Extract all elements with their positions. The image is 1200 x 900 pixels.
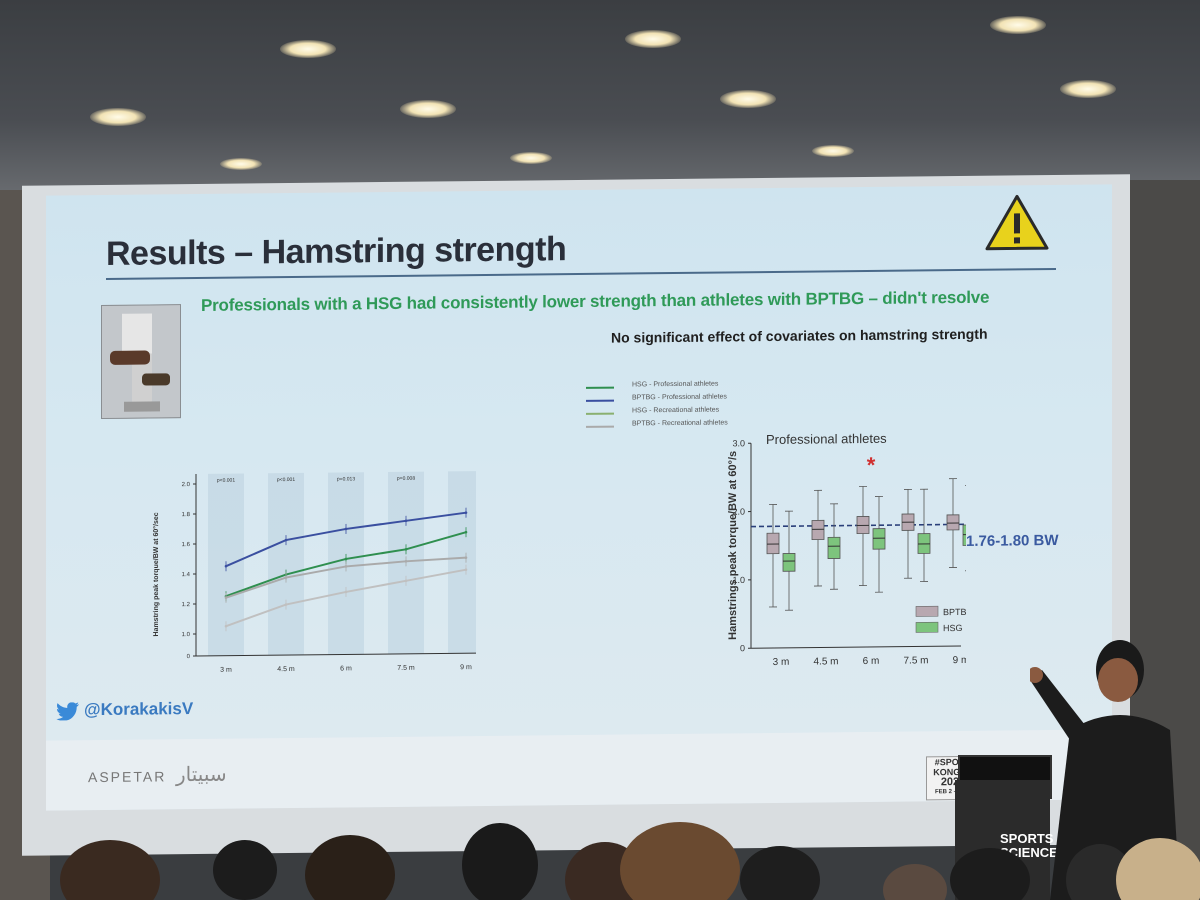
box [946,514,960,531]
p-value-label: p=0.008 [397,476,415,482]
slide-subtitle: Professionals with a HSG had consistentl… [201,287,990,315]
data-point [224,564,228,568]
y-tick-label: 0 [740,643,745,653]
data-point [344,565,348,568]
audience-silhouettes [60,822,1200,900]
x-tick-label: 9 m [953,655,966,666]
legend-label: HSG [943,623,963,633]
ceiling-lamp [1060,80,1116,98]
ceiling-lamp [990,16,1046,34]
y-axis-label: Hamstring peak torque/BW at 60°/sec [152,512,160,636]
ceiling-lamp [400,100,456,118]
ceiling-lamp [90,108,146,126]
legend-label: BPTBG - Professional athletes [632,393,727,402]
line-chart: 0 1.0 1.2 1.4 1.6 1.8 2.0 Hamstring peak torque… [152,470,476,674]
data-point [344,590,348,594]
x-tick-label: 7.5 m [397,665,415,672]
y-tick-label: 1.4 [182,572,191,578]
data-point [344,527,348,531]
x-tick-label: 6 m [340,665,352,672]
p-value-label: p=0.013 [337,476,355,482]
data-point [464,556,468,559]
legend-swatch [915,605,939,617]
y-tick-label: 1.8 [182,512,191,518]
timepoint-band [268,472,304,656]
ceiling-lamp [812,145,854,157]
aspetar-logo-arabic: سبيتار [176,763,227,787]
y-tick-label: 1.6 [182,542,191,548]
y-tick-label: 1.0 [732,575,745,585]
box [782,553,796,572]
ceiling [0,0,1200,200]
significance-asterisk: * [867,452,876,477]
data-point [464,568,468,571]
legend-label: BPTBG [943,607,966,617]
data-point [404,560,408,563]
twitter-handle-text: @KorakakisV [84,699,194,720]
y-tick-label: 1.0 [182,632,191,638]
data-point [464,530,468,534]
box [827,536,841,559]
data-point [224,624,228,628]
x-tick-label: 6 m [863,656,880,667]
data-point [284,576,288,579]
box [872,528,886,550]
data-point [344,557,348,561]
warning-triangle-icon [985,194,1049,251]
isokinetic-machine-image [101,304,181,420]
legend-swatch [586,386,614,389]
ceiling-lamp [510,152,552,164]
data-point [284,603,288,606]
ceiling-lamp [220,158,262,170]
box-plot-chart: 0 1.0 2.0 3.0 Hamstrings peak torque/BW at 6… [727,438,966,668]
y-axis-label: Hamstrings peak torque/BW at 60°/s [727,451,739,640]
ceiling-lamp [280,40,336,58]
ceiling-lamp [720,90,776,108]
x-axis [196,652,476,657]
data-point [284,538,288,542]
podium-text: SPORTS SCIENCES [1000,832,1066,860]
twitter-bird-icon [56,701,79,720]
legend-label: HSG - Professional athletes [632,380,719,389]
p-value-label: p<0.001 [277,477,295,483]
data-point [404,579,408,583]
x-tick-label: 4.5 m [813,656,838,667]
presentation-slide: Results – Hamstring strength Professiona… [46,184,1112,811]
y-tick-label: 1.2 [182,602,191,608]
y-tick-label: 0 [187,654,191,660]
legend-swatch [915,621,939,633]
podium-text-line: SCIENCES [1000,845,1067,860]
x-tick-label: 3 m [773,657,790,668]
box [811,519,825,540]
y-tick-label: 2.0 [732,507,745,517]
x-tick-label: 9 m [460,664,472,671]
data-point [224,596,228,599]
y-tick-label: 2.0 [182,482,191,488]
data-point [404,519,408,523]
legend-swatch [586,399,614,402]
podium-text-line: SPORTS [1000,831,1054,846]
legend-swatch [586,412,614,415]
box [766,532,780,555]
p-value-label: p<0.001 [217,478,235,484]
timepoint-band [448,470,476,654]
aspetar-logo: ASPETAR [88,768,167,786]
ceiling-lamp [625,30,681,48]
x-tick-label: 7.5 m [903,655,928,666]
x-tick-label: 4.5 m [277,666,295,673]
x-tick-label: 3 m [220,667,232,674]
data-point [404,548,408,551]
data-point [464,511,468,514]
box [962,524,966,546]
x-axis [751,645,961,649]
twitter-handle: @KorakakisV [56,699,193,720]
slide-title: Results – Hamstring strength [106,230,567,273]
covariates-note: No significant effect of covariates on h… [611,325,988,346]
legend-swatch [586,425,614,428]
y-tick-label: 3.0 [732,438,745,448]
legend-label: HSG - Recreational athletes [632,406,720,415]
reference-line-label: 1.76-1.80 BW [966,531,1059,550]
